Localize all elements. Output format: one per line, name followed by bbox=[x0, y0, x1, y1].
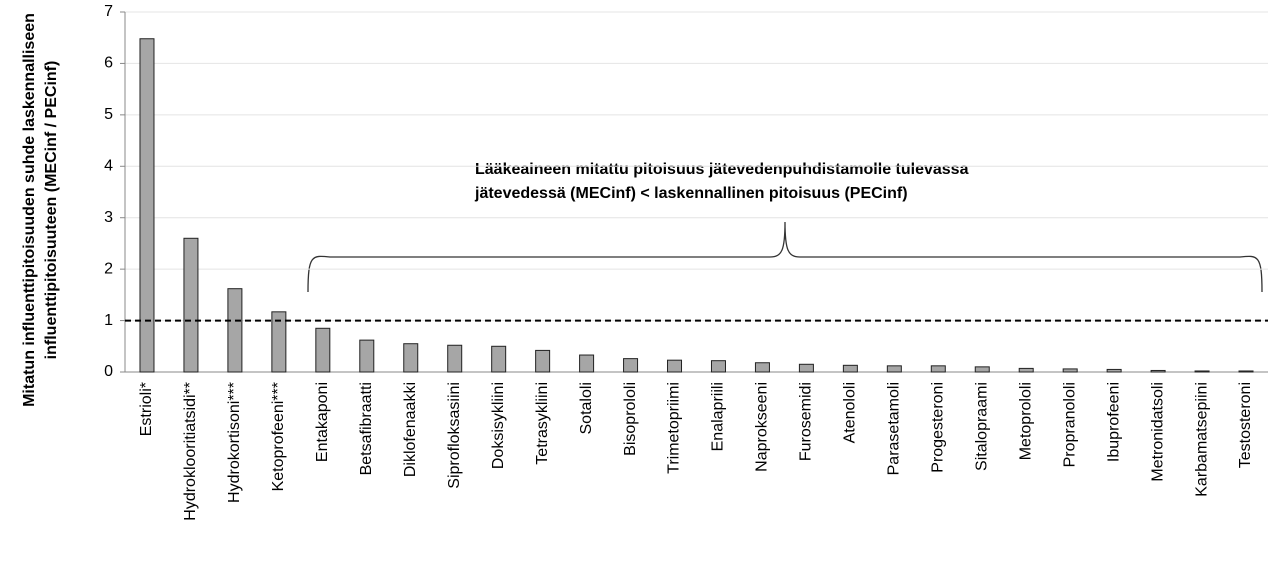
x-tick-label: Estrioli* bbox=[138, 382, 155, 436]
bar bbox=[974, 366, 990, 373]
bar bbox=[754, 362, 770, 373]
x-tick-label: Ketoprofeeni*** bbox=[270, 382, 287, 491]
x-tick-label: Naprokseeni bbox=[754, 382, 771, 472]
bar bbox=[447, 344, 463, 373]
x-tick-label: Furosemidi bbox=[798, 382, 815, 461]
bar bbox=[403, 343, 419, 373]
x-tick-label: Sotaloli bbox=[578, 382, 595, 434]
bar bbox=[1194, 370, 1210, 373]
x-tick-label: Sitalopraami bbox=[973, 382, 990, 471]
bar bbox=[139, 38, 155, 373]
bar bbox=[1106, 368, 1122, 373]
brace bbox=[307, 221, 1263, 293]
x-tick-label: Progesteroni bbox=[930, 382, 947, 473]
y-tick-label: 5 bbox=[104, 106, 113, 123]
x-tick-label: Metronidatsoli bbox=[1149, 382, 1166, 482]
bar bbox=[798, 363, 814, 373]
bar bbox=[227, 288, 243, 373]
y-tick-label: 4 bbox=[104, 158, 113, 175]
y-tick-label: 3 bbox=[104, 209, 113, 226]
bar bbox=[1018, 367, 1034, 373]
bar bbox=[886, 365, 902, 373]
x-tick-label: Propranololi bbox=[1061, 382, 1078, 467]
bar bbox=[842, 364, 858, 373]
bar bbox=[710, 360, 726, 373]
y-tick-label: 6 bbox=[104, 55, 113, 72]
x-tick-label: Hydrokortisoni*** bbox=[226, 382, 243, 503]
y-tick-label: 7 bbox=[104, 3, 113, 20]
bar bbox=[491, 345, 507, 373]
x-tick-label: Testosteroni bbox=[1237, 382, 1254, 468]
bar bbox=[315, 327, 331, 373]
annotation: Lääkeaineen mitattu pitoisuus jätevedenp… bbox=[475, 161, 969, 178]
x-tick-label: Karbamatsepiini bbox=[1193, 382, 1210, 497]
bar bbox=[359, 339, 375, 373]
x-tick-label: Bisoprololi bbox=[622, 382, 639, 456]
bar bbox=[667, 359, 683, 373]
x-tick-label: Doksisykliini bbox=[490, 382, 507, 469]
x-tick-label: Tetrasykliini bbox=[534, 382, 551, 465]
x-tick-label: Atenololi bbox=[842, 382, 859, 443]
bar bbox=[930, 365, 946, 373]
x-tick-label: Ibuprofeeni bbox=[1105, 382, 1122, 462]
x-tick-label: Trimetopriimi bbox=[666, 382, 683, 474]
bar bbox=[183, 237, 199, 373]
bar bbox=[579, 354, 595, 373]
annotation: jätevedessä (MECinf) < laskennallinen pi… bbox=[474, 185, 908, 202]
bar bbox=[271, 311, 287, 373]
x-tick-label: Metoprololi bbox=[1017, 382, 1034, 460]
y-tick-label: 0 bbox=[104, 363, 113, 380]
bar bbox=[1238, 370, 1254, 373]
bar bbox=[535, 349, 551, 373]
x-tick-label: Entakaponi bbox=[314, 382, 331, 462]
x-tick-label: Parasetamoli bbox=[886, 382, 903, 475]
x-tick-label: Enalapriili bbox=[710, 382, 727, 451]
y-tick-label: 1 bbox=[104, 312, 113, 329]
x-tick-label: Hydroklooritiatsidi** bbox=[182, 382, 199, 521]
x-tick-label: Siprofloksasiini bbox=[446, 382, 463, 489]
x-tick-label: Betsafibraatti bbox=[358, 382, 375, 475]
bar bbox=[623, 358, 639, 373]
bar bbox=[1062, 368, 1078, 373]
bar bbox=[1150, 369, 1166, 373]
y-axis-label: Mitatun influenttipitoisuuden suhde lask… bbox=[21, 13, 38, 407]
x-tick-label: Diklofenaakki bbox=[402, 382, 419, 477]
y-tick-label: 2 bbox=[104, 260, 113, 277]
y-axis-label: influenttipitoisuuteen (MECinf / PECinf) bbox=[43, 61, 60, 360]
